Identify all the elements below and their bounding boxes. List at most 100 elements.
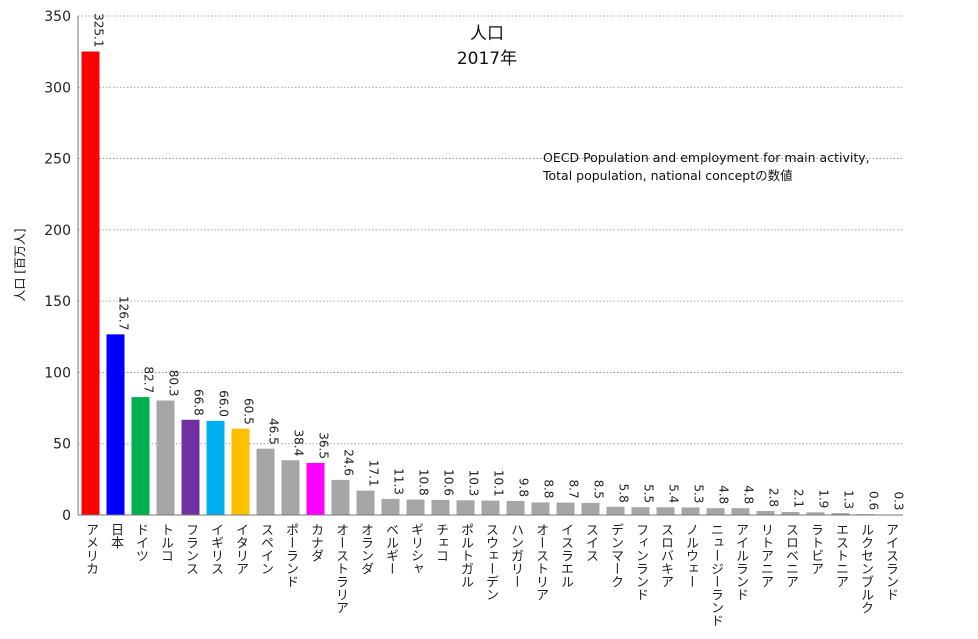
category-label: スウェーデン	[483, 523, 498, 601]
value-labels: 325.1 126.7 82.7 80.3 66.8 66.0 60.5 46.5 38.4 36…	[92, 13, 906, 510]
bar	[606, 506, 625, 515]
category-label: ポルトガル	[458, 523, 473, 588]
value-label: 8.8	[542, 479, 556, 498]
y-axis-ticks: 0 50 100 150 200 250 300 350	[44, 9, 71, 524]
y-axis-label: 人口 [百万人]	[13, 228, 27, 301]
y-tick-label: 300	[44, 80, 71, 96]
category-labels: アメリカ 日本 ドイツ トルコ フランス イギリス イタリア スペイン ポーランド カナダ オースト…	[83, 523, 898, 627]
bar	[706, 508, 725, 515]
category-label: ニュージーランド	[708, 523, 723, 627]
y-tick-label: 0	[62, 508, 71, 524]
value-label: 4.8	[742, 485, 756, 504]
value-label: 0.6	[867, 491, 881, 510]
value-label: 5.8	[617, 484, 631, 503]
category-label: スロベニア	[783, 523, 799, 588]
bar	[731, 508, 750, 515]
category-label: アイスランド	[883, 523, 898, 601]
y-tick-label: 100	[44, 365, 71, 381]
value-label: 1.3	[842, 490, 856, 509]
bar	[431, 499, 450, 515]
bar	[406, 499, 425, 515]
value-label: 325.1	[92, 13, 106, 47]
bar	[681, 507, 700, 515]
bar	[306, 462, 325, 515]
category-label: スペイン	[258, 523, 274, 575]
value-label: 82.7	[142, 366, 156, 393]
category-label: スイス	[583, 523, 598, 562]
category-label: フランス	[183, 523, 198, 575]
category-label: スロバキア	[658, 523, 674, 588]
value-label: 11.3	[392, 468, 406, 495]
annotation-line-1: OECD Population and employment for main …	[543, 150, 870, 165]
bar	[631, 507, 650, 515]
bar	[131, 397, 150, 515]
bar	[281, 460, 300, 515]
y-tick-label: 50	[53, 437, 71, 453]
category-label: ハンガリー	[508, 523, 523, 588]
value-label: 9.8	[517, 478, 531, 497]
bar	[256, 448, 275, 515]
value-label: 2.8	[767, 488, 781, 507]
y-tick-label: 250	[44, 152, 71, 168]
value-label: 5.5	[642, 484, 656, 503]
category-label: ドイツ	[133, 523, 148, 562]
value-label: 0.3	[892, 491, 906, 510]
category-label: デンマーク	[608, 523, 623, 588]
value-label: 4.8	[717, 485, 731, 504]
category-label: ベルギー	[383, 523, 399, 575]
category-label: トルコ	[158, 523, 173, 562]
category-label: ギリシャ	[408, 523, 423, 575]
bar	[181, 419, 200, 515]
value-label: 66.8	[192, 389, 206, 416]
category-label: オーストリア	[533, 523, 548, 601]
value-label: 38.4	[292, 430, 306, 457]
category-label: イスラエル	[558, 523, 573, 588]
bars	[81, 51, 900, 516]
y-tick-label: 200	[44, 223, 71, 239]
bar	[756, 511, 775, 515]
value-label: 17.1	[367, 460, 381, 487]
bar	[481, 500, 500, 515]
bar	[356, 490, 375, 515]
grid-lines	[78, 15, 903, 445]
value-label: 24.6	[342, 449, 356, 476]
chart-title: 人口	[470, 24, 504, 44]
bar	[231, 428, 250, 515]
category-label: オーストラリア	[333, 523, 348, 614]
annotation-line-2: Total population, national conceptの数値	[542, 168, 793, 183]
bar	[781, 512, 800, 515]
category-label: フィンランド	[633, 523, 648, 601]
value-label: 8.5	[592, 480, 606, 499]
category-label: アイルランド	[733, 523, 748, 601]
value-label: 36.5	[317, 432, 331, 459]
value-label: 46.5	[267, 418, 281, 445]
y-tick-label: 350	[44, 9, 71, 25]
category-label: イタリア	[233, 523, 248, 575]
value-label: 126.7	[117, 296, 131, 330]
bar	[106, 334, 125, 515]
value-label: 10.3	[467, 470, 481, 497]
bar	[206, 420, 225, 515]
category-label: ルクセンブルク	[858, 523, 874, 614]
value-label: 60.5	[242, 398, 256, 425]
value-label: 80.3	[167, 370, 181, 397]
y-tick-label: 150	[44, 294, 71, 310]
bar	[531, 502, 550, 515]
category-label: リトアニア	[758, 523, 773, 588]
bar	[556, 502, 575, 515]
value-label: 10.6	[442, 469, 456, 496]
chart-subtitle: 2017年	[457, 49, 517, 69]
bar	[456, 500, 475, 515]
category-label: アメリカ	[83, 523, 98, 575]
value-label: 1.9	[817, 489, 831, 508]
category-label: ラトビア	[808, 523, 823, 575]
category-label: エストニア	[833, 523, 848, 588]
category-label: カナダ	[308, 523, 323, 562]
value-label: 10.8	[417, 469, 431, 496]
category-label: イギリス	[208, 523, 223, 575]
bar	[831, 513, 850, 515]
value-label: 5.3	[692, 484, 706, 503]
bar	[156, 400, 175, 515]
category-label: ノルウェー	[683, 523, 698, 588]
